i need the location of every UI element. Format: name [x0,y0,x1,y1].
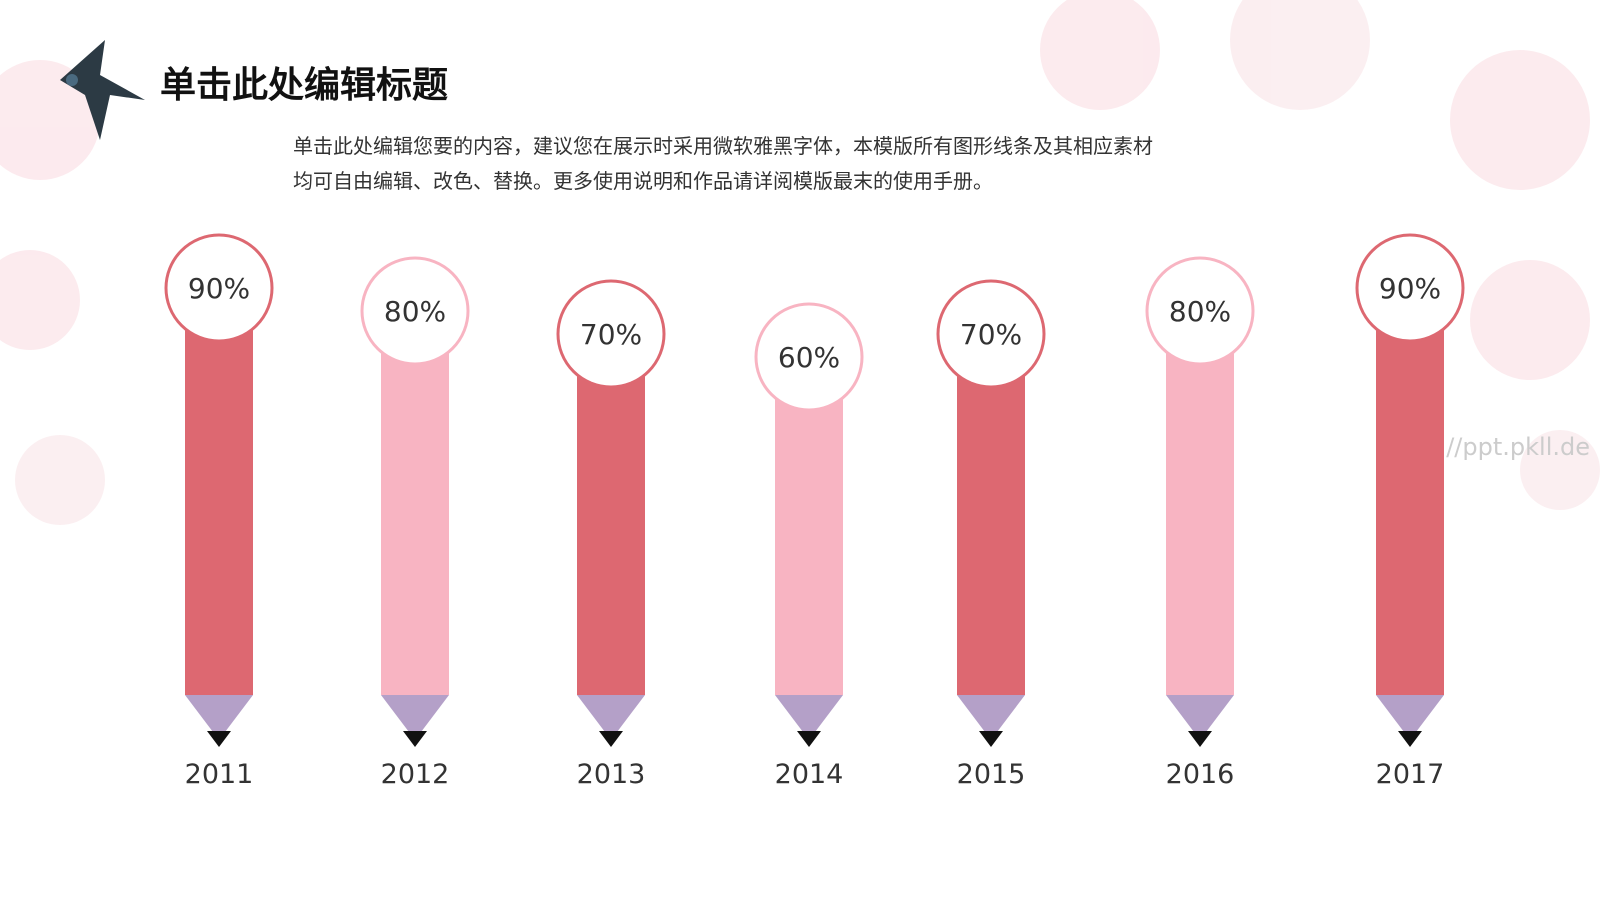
year-label: 2014 [775,759,844,790]
pencil-lead [403,731,427,747]
year-label: 2013 [577,759,646,790]
pencil-tip [1166,695,1234,740]
pencil-body [185,288,253,695]
value-circle [1355,233,1465,343]
pencil-body [1166,311,1234,695]
value-circle [1145,256,1255,366]
value-label: 90% [188,272,250,305]
pencil-tip [381,695,449,740]
pencil-tip [577,695,645,740]
pencil-body [577,334,645,695]
pencil-lead [207,731,231,747]
subtitle-line: 均可自由编辑、改色、替换。更多使用说明和作品请详阅模版最末的使用手册。 [293,169,993,193]
year-label: 2015 [957,759,1026,790]
value-label: 70% [580,318,642,351]
pencil-tip [957,695,1025,740]
value-label: 70% [960,318,1022,351]
bird-icon [60,40,145,140]
pencil-body [775,357,843,695]
pencil-tip [185,695,253,740]
pencil-lead [1188,731,1212,747]
pencil-lead [599,731,623,747]
value-circle [556,279,666,389]
pencil-tip [775,695,843,740]
blossom-decoration [0,0,1600,525]
value-circle [164,233,274,343]
year-label: 2017 [1376,759,1445,790]
pencil-tip [1376,695,1444,740]
subtitle-line: 单击此处编辑您要的内容，建议您在展示时采用微软雅黑字体，本模版所有图形线条及其相… [293,134,1153,158]
value-label: 80% [384,295,446,328]
value-label: 60% [778,341,840,374]
value-circle [754,302,864,412]
value-circle [936,279,1046,389]
value-circle [360,256,470,366]
pencil-lead [1398,731,1422,747]
pencil-body [381,311,449,695]
year-label: 2011 [185,759,254,790]
value-label: 80% [1169,295,1231,328]
year-label: 2016 [1166,759,1235,790]
pencil-lead [797,731,821,747]
value-label: 90% [1379,272,1441,305]
slide-title: 单击此处编辑标题 [160,65,448,106]
pencil-body [1376,288,1444,695]
pencil-lead [979,731,1003,747]
year-label: 2012 [381,759,450,790]
pencil-body [957,334,1025,695]
